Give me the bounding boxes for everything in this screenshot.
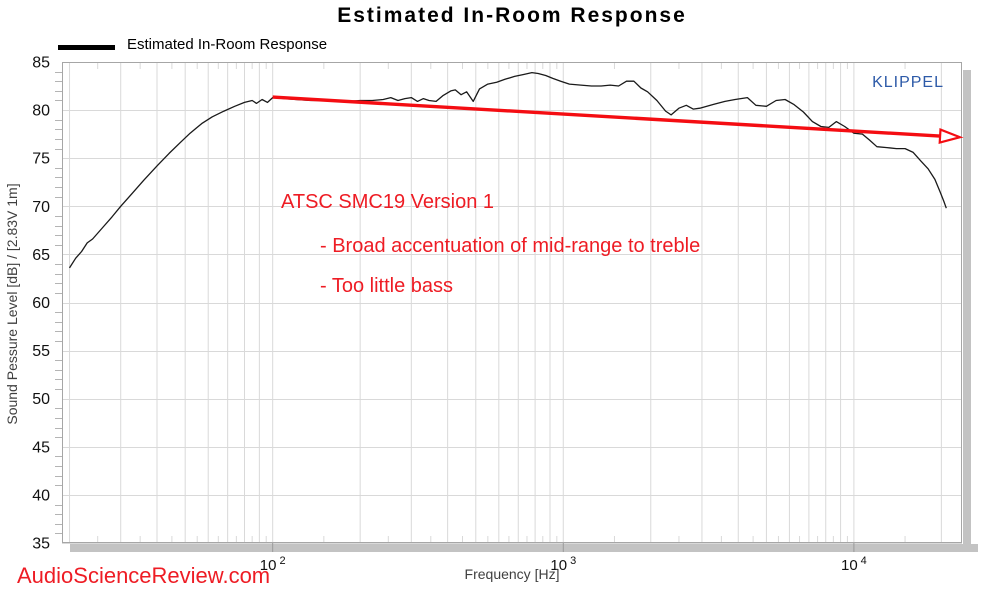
annotation-note-bass: - Too little bass	[320, 275, 454, 297]
svg-text:35: 35	[32, 536, 50, 553]
svg-text:103: 10 3	[550, 555, 576, 574]
svg-text:80: 80	[32, 103, 50, 120]
svg-text:45: 45	[32, 439, 50, 456]
svg-text:102: 10 2	[260, 555, 286, 574]
legend-label: Estimated In-Room Response	[127, 36, 328, 53]
legend-line-swatch	[58, 45, 115, 50]
plot-border	[62, 62, 962, 543]
x-tick-labels: 10 2 10 3 10 4	[260, 555, 867, 574]
annotation-speaker-name: ATSC SMC19 Version 1	[281, 191, 495, 213]
trend-arrow	[272, 95, 964, 145]
asr-watermark: AudioScienceReview.com	[17, 563, 271, 588]
y-minor-ticks	[55, 72, 62, 534]
plot-area	[62, 62, 962, 543]
x-major-ticks	[272, 543, 855, 552]
y-tick-labels: 85 80 75 70 65 60 55 50 45 40 35	[32, 55, 50, 553]
svg-text:75: 75	[32, 151, 50, 168]
svg-text:40: 40	[32, 487, 50, 504]
plot-shadow	[70, 70, 978, 552]
svg-text:50: 50	[32, 391, 50, 408]
response-curve	[68, 71, 947, 269]
svg-text:65: 65	[32, 247, 50, 264]
chart-title: Estimated In-Room Response	[337, 4, 687, 27]
svg-text:60: 60	[32, 295, 50, 312]
klippel-watermark: KLIPPEL	[872, 74, 944, 91]
svg-text:70: 70	[32, 199, 50, 216]
svg-text:85: 85	[32, 55, 50, 72]
svg-text:55: 55	[32, 343, 50, 360]
y-axis-label: Sound Pessure Level [dB] / [2.83V 1m]	[4, 183, 20, 425]
minor-tick-stubs	[97, 62, 906, 543]
annotation-note-midrange: - Broad accentuation of mid-range to tre…	[320, 235, 701, 257]
trend-arrow-head	[938, 128, 964, 145]
svg-text:104: 10 4	[841, 555, 867, 574]
x-axis-label: Frequency [Hz]	[464, 566, 560, 582]
